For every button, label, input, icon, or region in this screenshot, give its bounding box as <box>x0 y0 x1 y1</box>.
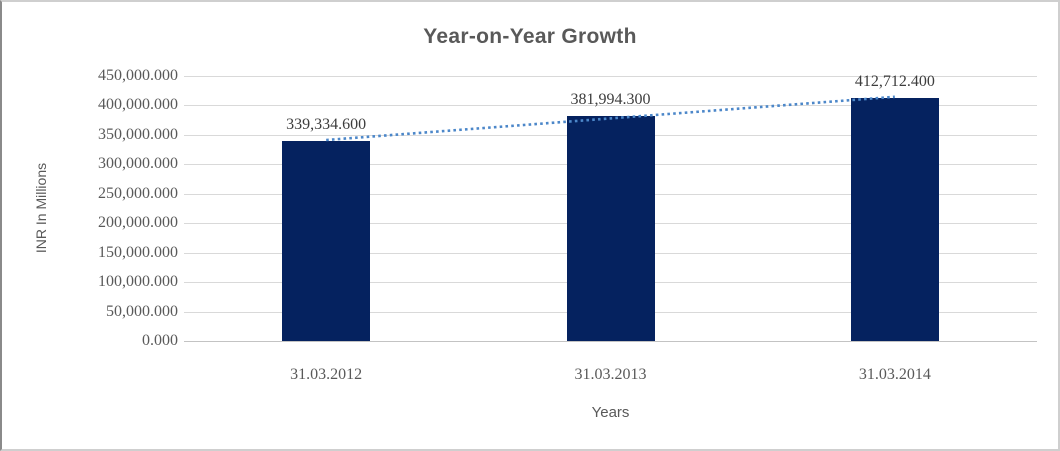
chart-title: Year-on-Year Growth <box>423 25 637 48</box>
x-tick-label: 31.03.2014 <box>858 366 931 383</box>
y-tick-label: 0.000 <box>142 332 178 349</box>
bar-data-label: 381,994.300 <box>570 91 651 109</box>
x-axis-title: Years <box>591 404 630 421</box>
y-tick-label: 400,000.000 <box>98 96 178 114</box>
bar <box>850 97 939 341</box>
x-tick-label: 31.03.2012 <box>290 366 363 383</box>
bar <box>566 116 655 341</box>
y-tick-label: 200,000.000 <box>98 214 178 232</box>
y-tick-label: 350,000.000 <box>98 125 178 143</box>
y-tick-label: 450,000.000 <box>98 67 178 84</box>
y-tick-label: 50,000.000 <box>106 302 178 320</box>
y-tick-label: 250,000.000 <box>98 184 178 202</box>
x-tick-label: 31.03.2013 <box>574 366 647 383</box>
y-tick-label: 150,000.000 <box>98 243 178 261</box>
y-tick-label: 300,000.000 <box>98 155 178 173</box>
bar <box>282 141 371 341</box>
bar-data-label: 339,334.600 <box>286 116 367 134</box>
y-tick-label: 100,000.000 <box>98 273 178 291</box>
bar-data-label: 412,712.400 <box>854 72 935 90</box>
gridline <box>184 76 1037 77</box>
y-axis-title: INR In Millions <box>33 162 49 254</box>
gridline <box>184 341 1037 342</box>
